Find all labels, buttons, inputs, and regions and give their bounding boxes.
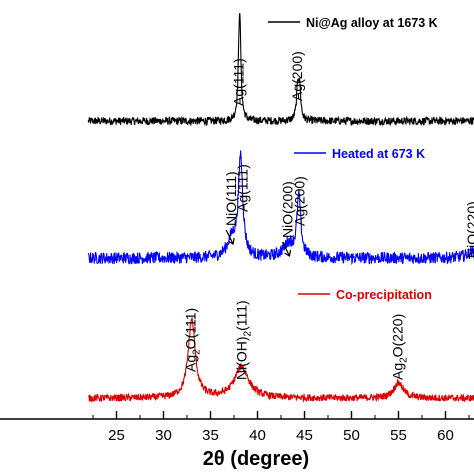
x-tick-label: 45 [296,427,313,444]
series-line-1 [87,12,474,127]
x-tick-label: 40 [249,427,266,444]
series-3: Co-precipitation Ag2O(111) Ni(OH)2(111) Ag2… [87,288,474,403]
legend-label-3: Co-precipitation [336,288,432,302]
x-axis-label: 2θ (degree) [203,448,309,470]
annotation-arrow [281,241,292,257]
series-line-3 [87,317,474,403]
peak-annotation: Ag(200) [289,51,305,101]
series-layer: Ni@Ag alloy at 1673 KAg(111)Ag(200)Ag(22… [87,12,474,403]
legend-label-1: Ni@Ag alloy at 1673 K [306,16,438,30]
x-tick-label: 35 [202,427,219,444]
peak-annotation: Ag(200) [292,176,308,226]
series-2: Heated at 673 K NiO(111)Ag(111) NiO(200)Ag… [87,147,474,266]
peak-annotation: Ag2O(111) [183,308,203,372]
peak-annotation: NiO(111) [223,171,239,226]
peak-annotation: Ag2O(220) [390,314,410,380]
x-tick-label: 60 [437,427,454,444]
peak-annotation: NiO(200) [280,181,296,238]
x-tick-label: 30 [155,427,172,444]
series-1: Ni@Ag alloy at 1673 KAg(111)Ag(200)Ag(22… [87,12,474,127]
peak-annotation: Ni(OH)2(111) [234,300,254,380]
annotation-arrow [225,229,235,245]
peak-annotation: Ag(111) [231,58,247,106]
peak-annotation: Ag(111) [234,164,250,212]
x-tick-label: 55 [390,427,407,444]
legend-label-2: Heated at 673 K [332,147,425,161]
x-ticks: 25 30 35 40 45 50 55 60 [92,411,470,444]
x-tick-label: 25 [108,427,125,444]
x-tick-label: 50 [343,427,360,444]
series-line-2 [87,150,474,266]
peak-annotation: NiO(220) [464,201,474,258]
